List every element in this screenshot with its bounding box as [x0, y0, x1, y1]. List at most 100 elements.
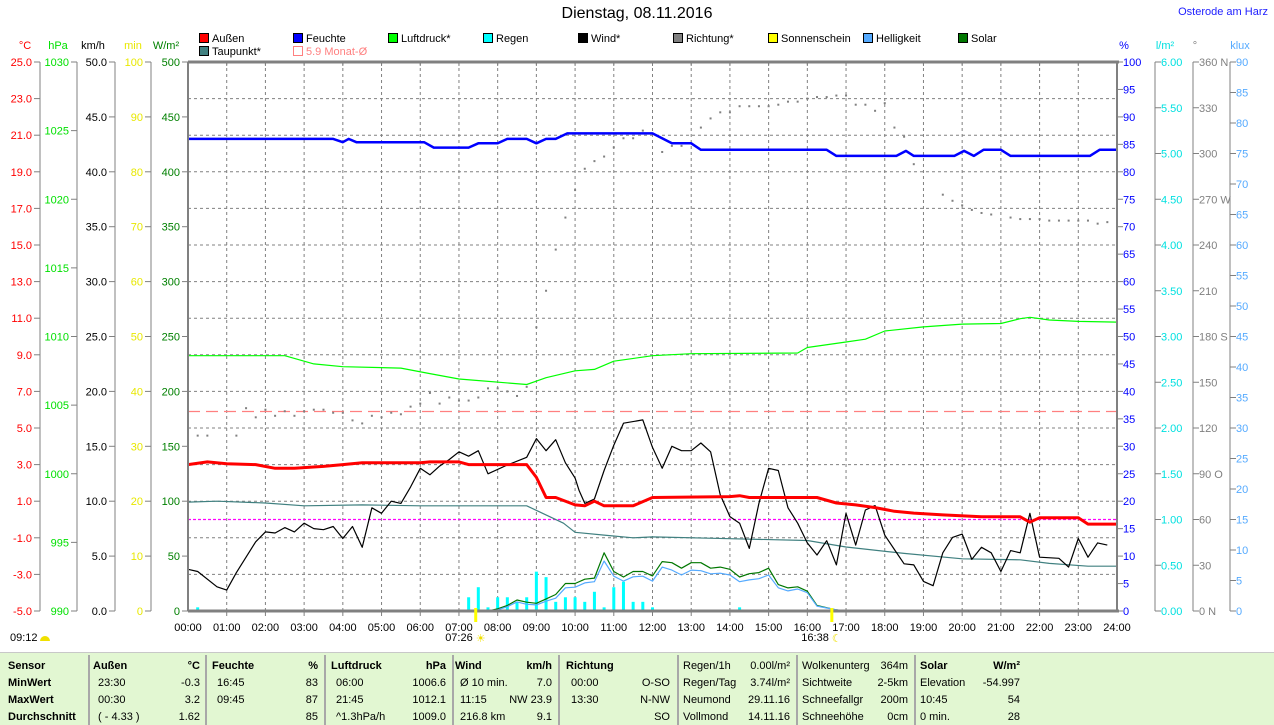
axis-tick-label: 35.0 — [86, 222, 107, 234]
direction-dot — [816, 96, 818, 98]
table-cell-label: 00:00 — [571, 676, 599, 690]
direction-dot — [419, 403, 421, 405]
axis-unit-label: l/m² — [1156, 40, 1175, 52]
axis-tick-label: 40 — [131, 386, 143, 398]
x-tick-label: 20:00 — [948, 622, 976, 634]
direction-dot — [768, 105, 770, 107]
axis-tick-label: 55 — [1236, 271, 1248, 283]
table-cell-value: 2-5km — [877, 676, 908, 690]
axis-tick-label: 50 — [131, 332, 143, 344]
axis-tick-label: 5.0 — [92, 551, 107, 563]
direction-dot — [864, 104, 866, 106]
axis-tick-label: 3.00 — [1161, 332, 1182, 344]
rain-bar — [574, 597, 577, 611]
axis-hum: %100959085807570656055504540353025201510… — [1117, 40, 1141, 618]
table-cell-value: N-NW — [640, 693, 670, 707]
x-tick-label: 02:00 — [252, 622, 280, 634]
x-tick-label: 12:00 — [639, 622, 667, 634]
moon-icon: ☾ — [832, 633, 842, 645]
table-cell-label: 23:30 — [98, 676, 126, 690]
axis-tick-label: 21.0 — [11, 130, 32, 142]
table-cell-value: 28 — [1008, 710, 1020, 724]
axis-tick-label: 60 — [131, 277, 143, 289]
direction-dot — [284, 410, 286, 412]
legend-item: Wind* — [579, 33, 622, 45]
sunset-marker — [830, 608, 833, 622]
legend-item: Außen — [200, 33, 245, 45]
axis-tick-label: 150 — [162, 441, 180, 453]
table-unit-aussen: °C — [188, 659, 200, 673]
table-header-aussen: Außen — [93, 659, 127, 673]
table-cell-value: 3.74l/m² — [750, 676, 790, 690]
axis-tick-label: 25.0 — [11, 57, 32, 69]
table-cell-value: 1006.6 — [412, 676, 446, 690]
table-cell-label: ( - 4.33 ) — [98, 710, 140, 724]
x-tick-label: 03:00 — [290, 622, 318, 634]
axis-tick-label: 5 — [1123, 579, 1129, 591]
axis-tick-label: 60 — [1123, 277, 1135, 289]
table-cell-value: 87 — [306, 693, 318, 707]
axis-tick-label: 90 — [1123, 112, 1135, 124]
direction-dot — [893, 127, 895, 129]
axis-tick-label: 45 — [1236, 332, 1248, 344]
direction-dot — [1048, 220, 1050, 222]
x-tick-label: 22:00 — [1026, 622, 1054, 634]
table-cell-label: Sichtweite — [802, 676, 852, 690]
table-row-label: MinWert — [8, 676, 51, 690]
series-helligkeit — [488, 561, 856, 611]
direction-dot — [845, 95, 847, 97]
table-row-label: Durchschnitt — [8, 710, 76, 724]
direction-dot — [961, 204, 963, 206]
direction-dot — [1068, 220, 1070, 222]
legend-label: Richtung* — [686, 33, 734, 45]
legend-swatch — [389, 34, 398, 43]
axis-tick-label: 35 — [1236, 393, 1248, 405]
table-header-solar: Solar — [920, 659, 948, 673]
x-tick-label: 09:00 — [523, 622, 551, 634]
legend-swatch — [200, 47, 209, 56]
table-cell-value: 3.2 — [185, 693, 200, 707]
direction-dot — [361, 422, 363, 424]
axis-tick-label: 200 — [162, 386, 180, 398]
direction-dot — [729, 111, 731, 113]
table-header-sensor: Sensor — [8, 659, 45, 673]
direction-dot — [381, 416, 383, 418]
table-cell-label: 16:45 — [217, 676, 245, 690]
table-unit-feuchte: % — [308, 659, 318, 673]
rain-bar — [564, 597, 567, 611]
sunshine-icon — [40, 636, 50, 641]
direction-dot — [622, 137, 624, 139]
axis-tick-label: 0 — [1236, 606, 1242, 618]
axis-tick-label: 990 — [51, 606, 69, 618]
axis-tick-label: 330 — [1199, 103, 1217, 115]
axis-tick-label: 50 — [1123, 332, 1135, 344]
axis-tick-label: 30 — [1123, 441, 1135, 453]
direction-dot — [303, 410, 305, 412]
weather-chart: °C25.023.021.019.017.015.013.011.09.07.0… — [0, 0, 1274, 652]
table-separator — [324, 655, 326, 725]
legend-label: Luftdruck* — [401, 33, 451, 45]
axis-tick-label: 500 — [162, 57, 180, 69]
rain-bar — [477, 587, 480, 611]
direction-dot — [913, 163, 915, 165]
x-tick-label: 08:00 — [484, 622, 512, 634]
axis-tick-label: 10 — [131, 551, 143, 563]
axis-tick-label: 65 — [1236, 210, 1248, 222]
axis-tick-label: 75 — [1236, 149, 1248, 161]
direction-dot — [545, 290, 547, 292]
direction-dot — [468, 400, 470, 402]
legend-label: Wind* — [591, 33, 621, 45]
axis-tick-label: 15 — [1123, 524, 1135, 536]
table-cell-label: Elevation — [920, 676, 965, 690]
x-tick-label: 11:00 — [600, 622, 627, 634]
legend-label: Feuchte — [306, 33, 346, 45]
axis-tick-label: 30.0 — [86, 277, 107, 289]
direction-dot — [826, 96, 828, 98]
axis-tick-label: 7.0 — [17, 386, 32, 398]
axis-tick-label: 90 — [1236, 57, 1248, 69]
direction-dot — [1029, 218, 1031, 220]
